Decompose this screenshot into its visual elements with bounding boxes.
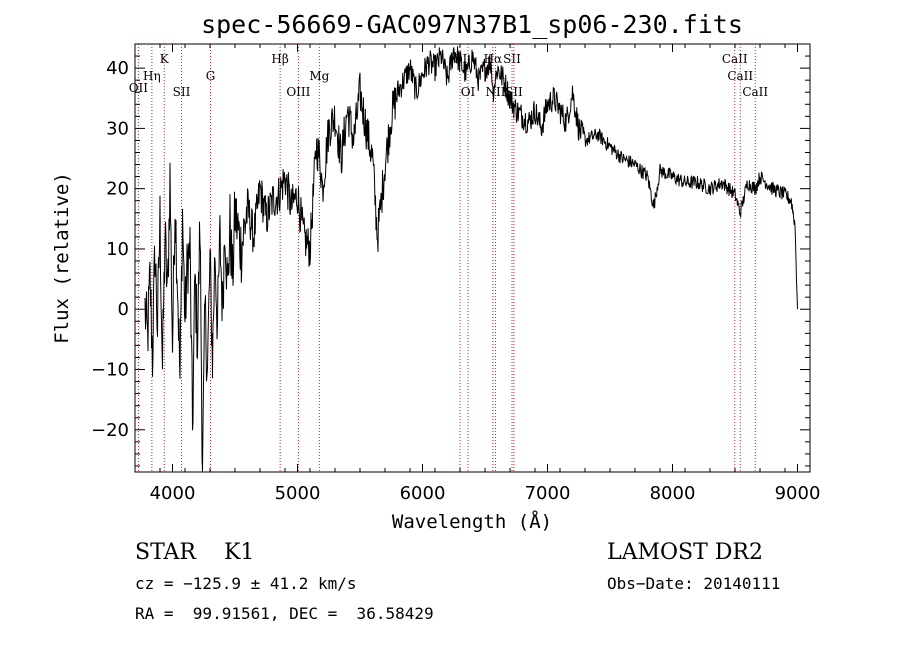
spectral-line-label: OIII xyxy=(286,85,310,99)
y-tick-label: −20 xyxy=(91,420,129,441)
chart-title: spec-56669-GAC097N37B1_sp06-230.fits xyxy=(201,10,743,39)
y-tick-label: −10 xyxy=(91,360,129,381)
x-tick-label: 5000 xyxy=(275,483,321,504)
spectral-line-label: Mg xyxy=(309,69,329,83)
spectrum-line xyxy=(144,46,798,473)
x-tick-label: 6000 xyxy=(400,483,446,504)
y-tick-label: 0 xyxy=(118,299,129,320)
spectral-line-label: SII xyxy=(173,85,191,99)
plot-frame xyxy=(134,43,811,473)
coordinates-label: RA = 99.91561, DEC = 36.58429 xyxy=(135,604,434,623)
spectral-line-label: NII xyxy=(486,85,506,99)
survey-label: LAMOST DR2 xyxy=(607,540,763,565)
y-tick-label: 40 xyxy=(106,58,129,79)
spectral-line-label: CaII xyxy=(742,85,768,99)
spectral-line-markers: OIIHηKSIIGHβOIIIMgOIOIHαNIISIISIICaIICaI… xyxy=(129,44,768,472)
spectral-line-label: Hβ xyxy=(271,52,288,66)
axis-ticks: 4000 5000 6000 7000 8000 9000 −20 −10 0 10 20 30 40 xyxy=(91,43,821,504)
spectral-line-label: CaII xyxy=(722,52,748,66)
spectral-line-label: OII xyxy=(129,81,149,95)
spectral-line-label: Hη xyxy=(143,69,161,83)
y-tick-label: 20 xyxy=(106,179,129,200)
spectral-line-label: OI xyxy=(461,85,476,99)
spectral-line-label: CaII xyxy=(727,69,753,83)
x-tick-label: 7000 xyxy=(525,483,571,504)
x-axis-label: Wavelength (Å) xyxy=(392,510,552,533)
spectral-line-label: SII xyxy=(503,52,521,66)
x-tick-label: 9000 xyxy=(775,483,821,504)
x-tick-label: 4000 xyxy=(150,483,196,504)
redshift-label: cz = −125.9 ± 41.2 km/s xyxy=(135,574,357,593)
y-axis-label: Flux (relative) xyxy=(51,172,73,344)
y-tick-label: 30 xyxy=(106,118,129,139)
y-tick-label: 10 xyxy=(106,239,129,260)
spectral-line-label: G xyxy=(206,69,216,83)
classification-label: STAR K1 xyxy=(135,540,255,565)
spectral-line-label: Hα xyxy=(484,52,503,66)
spectral-line-label: K xyxy=(160,52,170,66)
obs-date-label: Obs−Date: 20140111 xyxy=(607,574,781,593)
x-tick-label: 8000 xyxy=(650,483,696,504)
